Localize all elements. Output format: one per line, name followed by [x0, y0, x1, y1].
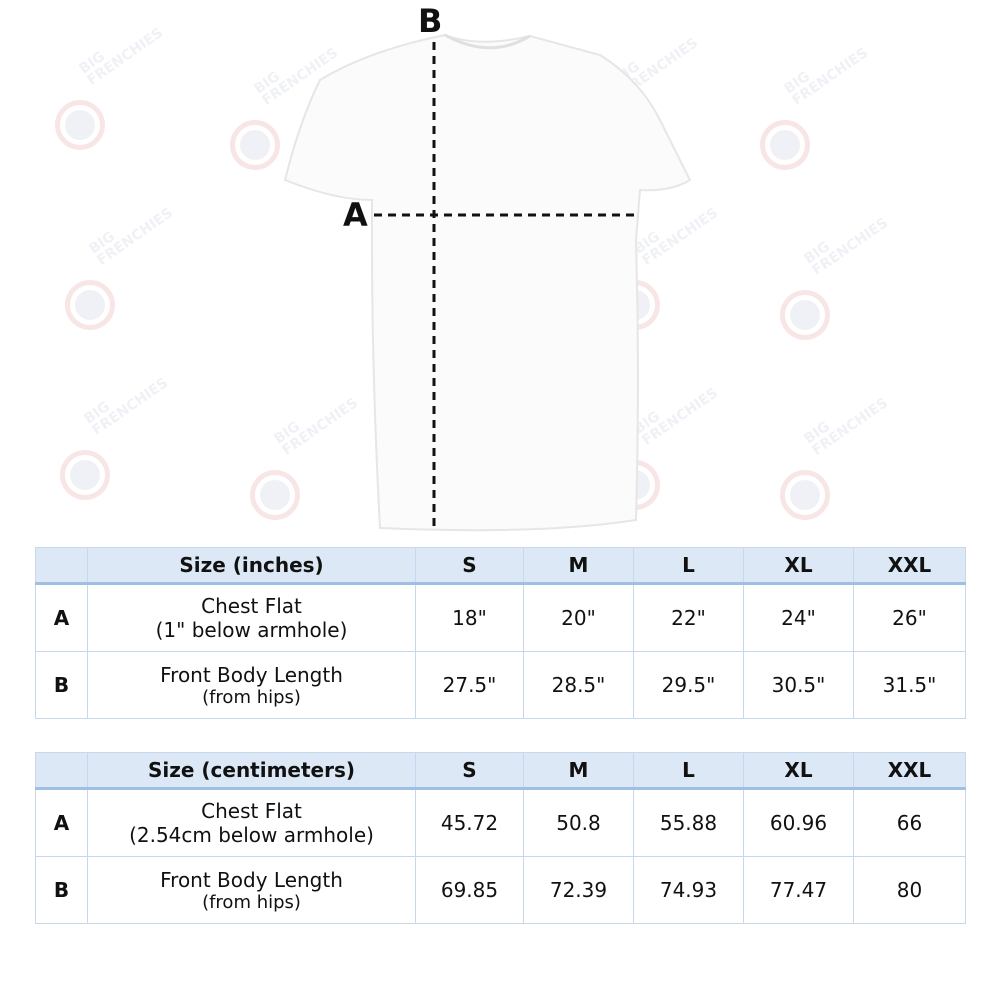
cell: 55.88: [633, 788, 744, 857]
cell: 80: [853, 856, 966, 924]
watermark-dot-icon: [790, 480, 820, 510]
tshirt-image: [283, 33, 692, 532]
table-row: B Front Body Length (from hips) 69.85 72.…: [35, 856, 966, 924]
size-header: S: [415, 752, 524, 790]
measure-title: Front Body Length: [160, 867, 343, 892]
cell: 27.5": [415, 651, 524, 719]
size-table-centimeters: Size (centimeters) S M L XL XXL A Chest …: [35, 752, 966, 924]
size-header: XXL: [853, 752, 966, 790]
measure-subtitle: (2.54cm below armhole): [129, 823, 374, 847]
tshirt-diagram: [283, 33, 692, 532]
measure-title: Chest Flat: [201, 799, 302, 823]
watermark-ring-icon: [60, 450, 110, 500]
size-header: L: [633, 547, 744, 585]
table-row: A Chest Flat (1" below armhole) 18" 20" 2…: [35, 583, 966, 652]
watermark-dot-icon: [75, 290, 105, 320]
watermark-dot-icon: [65, 110, 95, 140]
watermark-ring-icon: [55, 100, 105, 150]
row-title: Chest Flat (1" below armhole): [87, 583, 416, 652]
size-header: S: [415, 547, 524, 585]
size-header: XL: [743, 547, 854, 585]
measure-subtitle: (1" below armhole): [155, 618, 348, 642]
watermark-dot-icon: [260, 480, 290, 510]
table-header-row: Size (inches) S M L XL XXL: [35, 547, 966, 585]
cell: 66: [853, 788, 966, 857]
watermark-ring-icon: [760, 120, 810, 170]
watermark-dot-icon: [770, 130, 800, 160]
cell: 18": [415, 583, 524, 652]
row-title: Chest Flat (2.54cm below armhole): [87, 788, 416, 857]
cell: 77.47: [743, 856, 854, 924]
row-key: B: [35, 651, 88, 719]
size-header: XXL: [853, 547, 966, 585]
row-title: Front Body Length (from hips): [87, 651, 416, 719]
measure-subtitle: (from hips): [202, 686, 301, 708]
measure-title: Front Body Length: [160, 662, 343, 687]
cell: 45.72: [415, 788, 524, 857]
cell: 29.5": [633, 651, 744, 719]
size-header: L: [633, 752, 744, 790]
cell: 28.5": [523, 651, 634, 719]
table-header-row: Size (centimeters) S M L XL XXL: [35, 752, 966, 790]
cell: 74.93: [633, 856, 744, 924]
header-label: Size (inches): [87, 547, 416, 585]
watermark-ring-icon: [250, 470, 300, 520]
size-header: M: [523, 547, 634, 585]
label-a: A: [343, 196, 368, 234]
watermark-ring-icon: [230, 120, 280, 170]
size-header: XL: [743, 752, 854, 790]
cell: 72.39: [523, 856, 634, 924]
cell: 20": [523, 583, 634, 652]
measure-subtitle: (from hips): [202, 891, 301, 913]
watermark-ring-icon: [780, 290, 830, 340]
measure-title: Chest Flat: [201, 594, 302, 618]
cell: 30.5": [743, 651, 854, 719]
cell: 22": [633, 583, 744, 652]
size-table-inches: Size (inches) S M L XL XXL A Chest Flat(…: [35, 547, 966, 719]
cell: 69.85: [415, 856, 524, 924]
table-row: A Chest Flat (2.54cm below armhole) 45.72…: [35, 788, 966, 857]
row-key: A: [35, 788, 88, 857]
cell: 60.96: [743, 788, 854, 857]
table-row: B Front Body Length (from hips) 27.5" 28.…: [35, 651, 966, 719]
cell: 26": [853, 583, 966, 652]
watermark-ring-icon: [780, 470, 830, 520]
watermark-dot-icon: [240, 130, 270, 160]
header-label: Size (centimeters): [87, 752, 416, 790]
row-key: A: [35, 583, 88, 652]
label-b: B: [418, 2, 443, 40]
watermark-dot-icon: [70, 460, 100, 490]
cell: 31.5": [853, 651, 966, 719]
cell: 24": [743, 583, 854, 652]
size-header: M: [523, 752, 634, 790]
watermark-ring-icon: [65, 280, 115, 330]
watermark-dot-icon: [790, 300, 820, 330]
cell: 50.8: [523, 788, 634, 857]
row-title: Front Body Length (from hips): [87, 856, 416, 924]
row-key: B: [35, 856, 88, 924]
